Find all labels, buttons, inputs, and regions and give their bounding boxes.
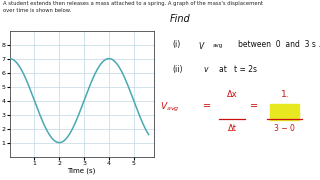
Text: Δx: Δx bbox=[227, 90, 237, 99]
Text: Find: Find bbox=[170, 14, 190, 24]
Text: (i): (i) bbox=[173, 40, 181, 49]
Text: over time is shown below.: over time is shown below. bbox=[3, 8, 71, 13]
Text: $\it{v}$: $\it{v}$ bbox=[203, 65, 210, 74]
X-axis label: Time (s): Time (s) bbox=[68, 167, 96, 174]
Text: (ii): (ii) bbox=[173, 65, 183, 74]
Text: Δt: Δt bbox=[228, 124, 236, 133]
Text: $\it{V}_{avg}$: $\it{V}_{avg}$ bbox=[160, 101, 180, 114]
Text: =: = bbox=[250, 101, 258, 111]
Text: =: = bbox=[203, 101, 211, 111]
Text: 1.: 1. bbox=[281, 90, 289, 99]
Text: avg: avg bbox=[213, 43, 223, 48]
Text: 3 − 0: 3 − 0 bbox=[274, 124, 295, 133]
Text: between  0  and  3 s .: between 0 and 3 s . bbox=[238, 40, 320, 49]
Text: at   t = 2s: at t = 2s bbox=[219, 65, 257, 74]
Text: A student extends then releases a mass attached to a spring. A graph of the mass: A student extends then releases a mass a… bbox=[3, 1, 263, 6]
Text: $\it{V}$: $\it{V}$ bbox=[198, 40, 206, 51]
